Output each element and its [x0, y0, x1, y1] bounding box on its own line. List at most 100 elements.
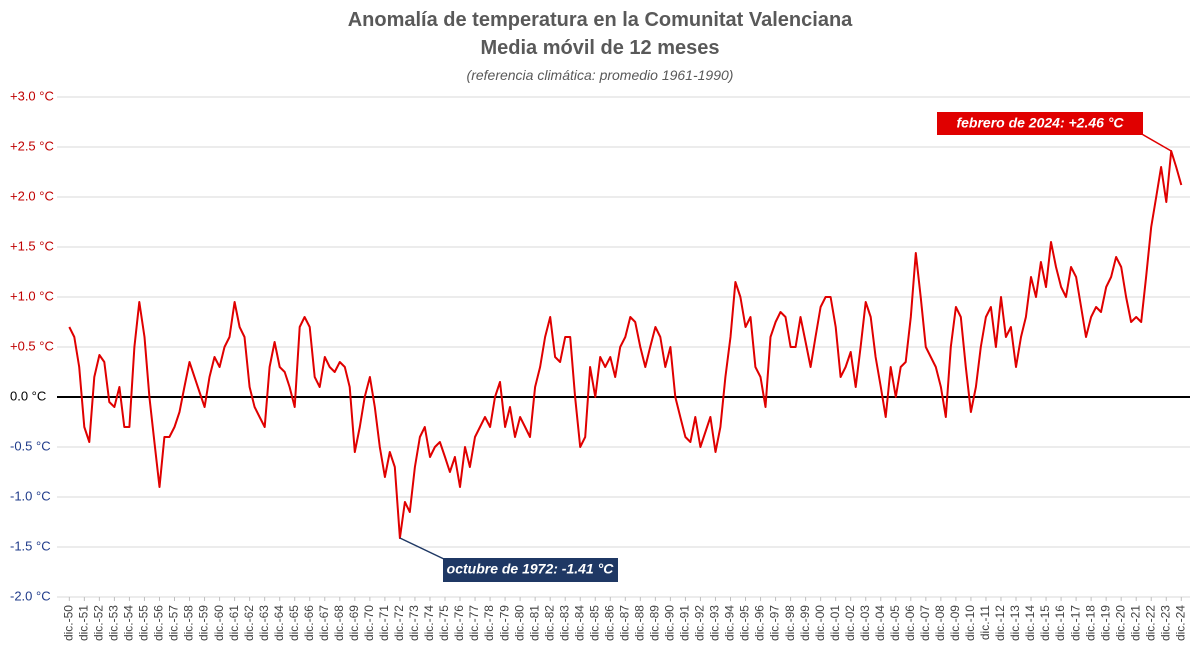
x-tick-label: dic.-51: [77, 605, 91, 641]
chart-subtitle: Media móvil de 12 meses: [480, 37, 719, 59]
x-tick-label: dic.-19: [1098, 605, 1112, 641]
x-tick-label: dic.-91: [678, 605, 692, 641]
x-tick-label: dic.-88: [633, 605, 647, 641]
x-tick-label: dic.-58: [182, 605, 196, 641]
x-tick-label: dic.-71: [377, 605, 391, 641]
x-tick-label: dic.-83: [557, 605, 571, 641]
x-tick-label: dic.-50: [61, 605, 75, 641]
y-tick-label: -2.0 °C: [10, 588, 51, 603]
x-tick-label: dic.-15: [1038, 605, 1052, 641]
x-tick-label: dic.-04: [873, 605, 887, 641]
x-tick-label: dic.-63: [257, 605, 271, 641]
y-tick-label: -0.5 °C: [10, 438, 51, 453]
x-tick-label: dic.-73: [407, 605, 421, 641]
annotation: octubre de 1972: -1.41 °C: [447, 561, 615, 577]
y-tick-label: +1.0 °C: [10, 288, 54, 303]
x-tick-label: dic.-24: [1173, 605, 1187, 641]
y-tick-label: -1.0 °C: [10, 488, 51, 503]
temperature-line: [68, 150, 1183, 539]
x-tick-label: dic.-22: [1143, 605, 1157, 641]
x-tick-label: dic.-76: [452, 605, 466, 641]
x-tick-label: dic.-05: [888, 605, 902, 641]
x-tick-label: dic.-10: [963, 605, 977, 641]
annotation: febrero de 2024: +2.46 °C: [956, 115, 1124, 131]
x-tick-label: dic.-97: [768, 605, 782, 641]
x-tick-label: dic.-56: [152, 605, 166, 641]
x-tick-label: dic.-72: [392, 605, 406, 641]
x-tick-label: dic.-12: [993, 605, 1007, 641]
y-tick-label: +1.5 °C: [10, 238, 54, 253]
x-tick-label: dic.-80: [512, 605, 526, 641]
x-tick-label: dic.-86: [602, 605, 616, 641]
x-tick-label: dic.-90: [663, 605, 677, 641]
x-tick-label: dic.-21: [1128, 605, 1142, 641]
min-callout: octubre de 1972: -1.41 °C: [399, 537, 618, 582]
x-tick-label: dic.-64: [272, 605, 286, 641]
x-tick-label: dic.-94: [723, 605, 737, 641]
x-tick-label: dic.-55: [137, 605, 151, 641]
x-tick-label: dic.-23: [1158, 605, 1172, 641]
y-tick-label: +2.0 °C: [10, 188, 54, 203]
chart-note: (referencia climática: promedio 1961-199…: [467, 67, 734, 83]
x-tick-label: dic.-68: [332, 605, 346, 641]
y-tick-label: +0.5 °C: [10, 338, 54, 353]
x-tick-label: dic.-54: [122, 605, 136, 641]
x-tick-label: dic.-14: [1023, 605, 1037, 641]
x-tick-label: dic.-08: [933, 605, 947, 641]
x-tick-label: dic.-62: [242, 605, 256, 641]
x-tick-label: dic.-09: [948, 605, 962, 641]
x-tick-label: dic.-00: [813, 605, 827, 641]
y-tick-label: +3.0 °C: [10, 88, 54, 103]
x-tick-label: dic.-57: [167, 605, 181, 641]
x-tick-label: dic.-81: [527, 605, 541, 641]
x-tick-label: dic.-18: [1083, 605, 1097, 641]
callout-box: [937, 112, 1143, 135]
x-tick-label: dic.-99: [798, 605, 812, 641]
x-tick-label: dic.-69: [347, 605, 361, 641]
chart-title: Anomalía de temperatura en la Comunitat …: [348, 9, 853, 31]
x-tick-label: dic.-65: [287, 605, 301, 641]
x-tick-label: dic.-11: [978, 605, 992, 640]
y-tick-label: 0.0 °C: [10, 388, 46, 403]
x-tick-label: dic.-78: [482, 605, 496, 641]
x-tick-label: dic.-84: [572, 605, 586, 641]
x-tick-label: dic.-52: [92, 605, 106, 641]
x-tick-label: dic.-96: [753, 605, 767, 641]
x-tick-label: dic.-67: [317, 605, 331, 641]
x-tick-label: dic.-16: [1053, 605, 1067, 641]
max-callout: febrero de 2024: +2.46 °C: [937, 112, 1172, 152]
x-tick-label: dic.-98: [783, 605, 797, 641]
x-tick-label: dic.-17: [1068, 605, 1082, 641]
x-tick-label: dic.-61: [227, 605, 241, 641]
x-tick-label: dic.-77: [467, 605, 481, 641]
x-tick-label: dic.-89: [648, 605, 662, 641]
x-tick-label: dic.-95: [738, 605, 752, 641]
x-tick-label: dic.-66: [302, 605, 316, 641]
x-tick-label: dic.-59: [197, 605, 211, 641]
y-tick-label: +2.5 °C: [10, 138, 54, 153]
x-tick-label: dic.-03: [858, 605, 872, 641]
x-tick-label: dic.-82: [542, 605, 556, 641]
x-tick-label: dic.-75: [437, 605, 451, 641]
y-tick-label: -1.5 °C: [10, 538, 51, 553]
x-tick-label: dic.-02: [843, 605, 857, 641]
x-tick-label: dic.-60: [212, 605, 226, 641]
x-tick-label: dic.-74: [422, 605, 436, 641]
x-tick-label: dic.-79: [497, 605, 511, 641]
x-tick-label: dic.-06: [903, 605, 917, 641]
x-tick-label: dic.-07: [918, 605, 932, 641]
x-tick-label: dic.-87: [617, 605, 631, 641]
x-tick-label: dic.-01: [828, 605, 842, 641]
x-tick-label: dic.-70: [362, 605, 376, 641]
x-tick-label: dic.-53: [107, 605, 121, 641]
x-tick-label: dic.-93: [708, 605, 722, 641]
x-tick-label: dic.-20: [1113, 605, 1127, 641]
callout-leader: [1139, 132, 1172, 152]
callout-leader: [399, 537, 447, 561]
x-tick-label: dic.-13: [1008, 605, 1022, 641]
x-tick-label: dic.-85: [587, 605, 601, 641]
x-tick-label: dic.-92: [693, 605, 707, 641]
callout-box: [443, 558, 618, 582]
